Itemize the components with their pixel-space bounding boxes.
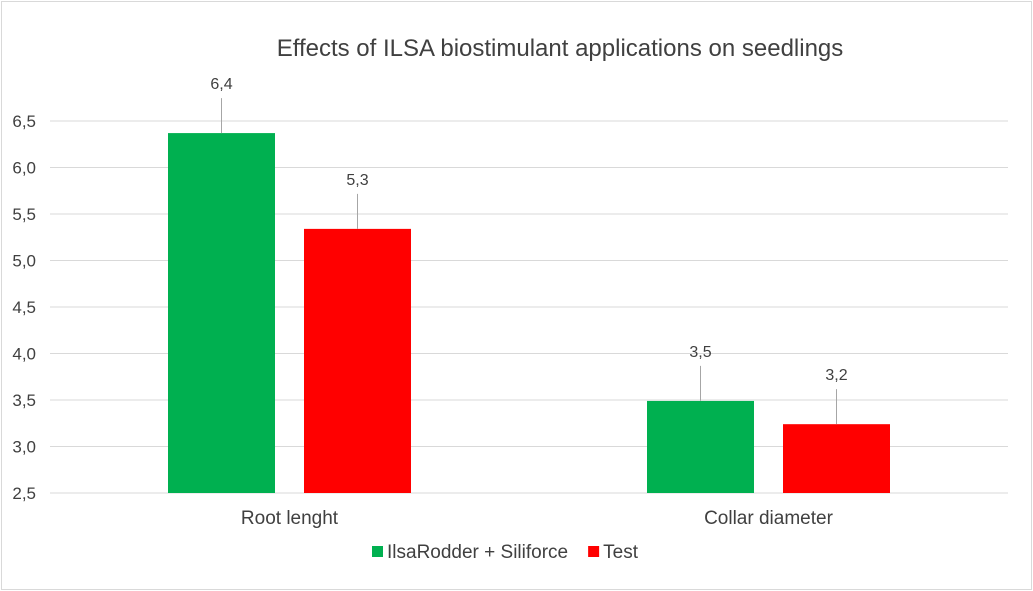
x-axis-categories: Root lenght Collar diameter: [241, 508, 834, 529]
y-axis-ticks: 2,5 3,0 3,5 4,0 4,5 5,0 5,5 6,0 6,5: [12, 112, 36, 503]
y-tick-label: 2,5: [12, 484, 36, 503]
chart-title: Effects of ILSA biostimulant application…: [277, 35, 844, 62]
y-tick-label: 5,0: [12, 252, 36, 271]
bars: [168, 133, 890, 493]
y-tick-label: 3,5: [12, 391, 36, 410]
x-category-label: Root lenght: [241, 508, 339, 529]
data-label: 6,4: [210, 76, 232, 93]
legend-label: Test: [603, 542, 639, 563]
bar-ilsarodder-siliforce-collar-diameter: [647, 400, 754, 493]
legend: IlsaRodder + Siliforce Test: [372, 542, 639, 563]
y-tick-label: 4,5: [12, 298, 36, 317]
data-label: 5,3: [346, 172, 368, 189]
y-tick-label: 6,5: [12, 112, 36, 131]
legend-swatch: [588, 546, 600, 557]
data-label: 3,5: [689, 344, 711, 361]
y-tick-label: 4,0: [12, 345, 36, 364]
data-label: 3,2: [825, 367, 847, 384]
y-tick-label: 5,5: [12, 205, 36, 224]
legend-label: IlsaRodder + Siliforce: [387, 542, 568, 563]
y-tick-label: 3,0: [12, 438, 36, 457]
bar-test-root-lenght: [304, 228, 411, 493]
legend-swatch: [372, 546, 383, 557]
data-labels: 6,4 5,3 3,5 3,2: [210, 76, 848, 425]
bar-test-collar-diameter: [783, 424, 890, 493]
bar-ilsarodder-siliforce-root-lenght: [168, 133, 275, 493]
x-category-label: Collar diameter: [704, 508, 833, 529]
y-tick-label: 6,0: [12, 159, 36, 178]
